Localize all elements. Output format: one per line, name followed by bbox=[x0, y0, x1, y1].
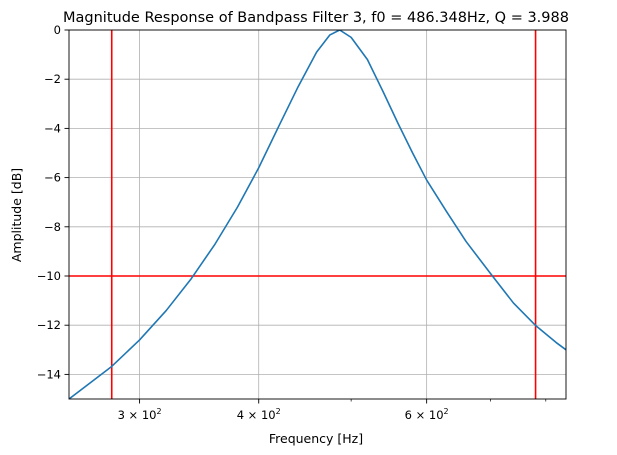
series-group bbox=[69, 30, 566, 399]
x-tick-exponent: 2 bbox=[444, 407, 449, 416]
x-tick-label: 3 × 102 bbox=[118, 407, 162, 422]
y-tick-label: −4 bbox=[44, 121, 61, 135]
y-tick-label: −12 bbox=[37, 318, 61, 332]
x-axis-label: Frequency [Hz] bbox=[269, 431, 363, 446]
grid bbox=[69, 29, 566, 399]
x-tick-label: 6 × 102 bbox=[405, 407, 449, 422]
x-tick-mantissa: 3 bbox=[118, 408, 125, 422]
x-tick-times: × 10 bbox=[244, 408, 276, 422]
x-tick-mantissa: 4 bbox=[237, 408, 244, 422]
plot-frame bbox=[68, 29, 567, 400]
y-tick-label: −2 bbox=[44, 72, 61, 86]
x-tick-times: × 10 bbox=[412, 408, 444, 422]
x-tick-times: × 10 bbox=[125, 408, 157, 422]
x-tick-label: 4 × 102 bbox=[237, 407, 281, 422]
reference-lines bbox=[69, 30, 566, 399]
chart-title: Magnitude Response of Bandpass Filter 3,… bbox=[63, 10, 569, 26]
x-tick-exponent: 2 bbox=[156, 407, 161, 416]
x-tick-exponent: 2 bbox=[276, 407, 281, 416]
series-line bbox=[69, 30, 566, 399]
y-tick-label: −10 bbox=[37, 269, 61, 283]
axes-frame bbox=[68, 29, 567, 400]
y-tick-label: −14 bbox=[37, 367, 61, 381]
y-axis-ticks: 0 −2 −4 −6 −8 −10 −12 −14 bbox=[37, 23, 69, 381]
y-tick-label: 0 bbox=[54, 23, 61, 37]
x-tick-mantissa: 6 bbox=[405, 408, 412, 422]
y-tick-label: −6 bbox=[44, 171, 61, 185]
x-axis-ticks: 3 × 102 4 × 102 6 × 102 bbox=[118, 399, 547, 422]
y-tick-label: −8 bbox=[44, 220, 61, 234]
y-axis-label: Amplitude [dB] bbox=[9, 168, 24, 262]
